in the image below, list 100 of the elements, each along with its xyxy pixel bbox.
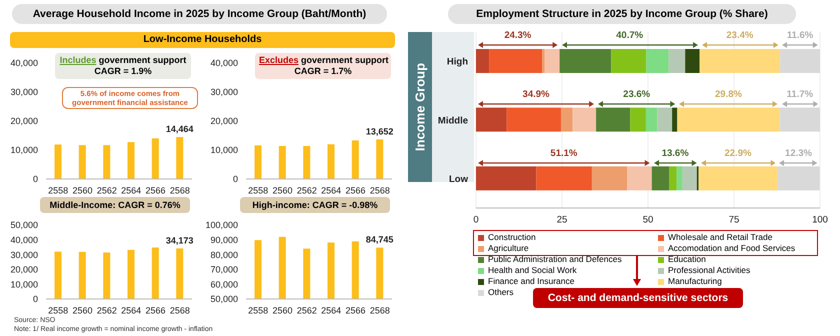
bar (542, 49, 545, 73)
bar (669, 166, 677, 190)
y-tick-label: 20,000 (210, 116, 238, 126)
y-tick-label: High (446, 56, 468, 68)
x-tick-label: 2568 (370, 305, 390, 316)
bar (676, 166, 682, 190)
bar (560, 108, 573, 132)
bar (657, 108, 672, 132)
annotation: 22.9% (723, 148, 752, 159)
bar (103, 145, 110, 179)
x-tick-label: 2564 (321, 305, 342, 316)
x-tick-label: 75 (728, 214, 740, 226)
legend-label: Finance and Insurance (487, 276, 576, 287)
y-tick-label: 40,000 (210, 58, 238, 68)
y-tick-label: 40,000 (10, 234, 38, 245)
annotation: Excludes government support CAGR = 1.7% (255, 53, 391, 79)
y-tick-label: 20,000 (10, 116, 38, 126)
legend-label: Health and Social Work (487, 265, 578, 276)
y-tick-label: 70,000 (210, 264, 238, 275)
annotation: 11.7% (786, 89, 814, 100)
bar (476, 49, 490, 73)
y-tick-label: Middle (438, 115, 468, 126)
y-tick-label: 10,000 (10, 279, 38, 290)
bar (630, 108, 646, 132)
annotation: 23.4% (725, 30, 754, 42)
x-tick-label: 2562 (96, 185, 117, 196)
y-tick-label: 100,000 (205, 220, 238, 230)
chart-title: Average Household Income in 2025 by Income Group (Baht/Month) (12, 4, 387, 24)
bar (592, 166, 628, 190)
y-tick-label: 80,000 (210, 250, 238, 260)
legend-label: Manufacturing (667, 276, 723, 287)
y-tick-label: 50,000 (210, 294, 238, 304)
bar (476, 108, 507, 132)
x-tick-label: 100 (812, 214, 828, 226)
chart-title: Middle-Income: CAGR = 0.76% (40, 197, 190, 213)
data-label: 34,173 (166, 235, 194, 246)
bar (544, 49, 560, 73)
y-tick-label: 40,000 (10, 58, 38, 68)
annotation: Includes government support CAGR = 1.9% (55, 53, 191, 79)
bar (668, 49, 686, 73)
legend-label: Agriculture (487, 243, 530, 254)
x-tick-label: 2560 (272, 185, 293, 196)
data-label: 84,745 (366, 234, 394, 245)
x-tick-label: 2562 (296, 305, 317, 316)
legend-label: Public Administration and Defences (487, 254, 623, 265)
x-tick-label: 2566 (345, 305, 366, 316)
x-tick-label: 2568 (170, 305, 190, 316)
bar (54, 144, 62, 179)
bar (376, 139, 384, 179)
x-tick-label: 2568 (170, 185, 190, 196)
bar (78, 145, 86, 179)
y-axis-title: Income Group (412, 62, 428, 152)
x-tick-label: 2558 (48, 305, 68, 316)
x-tick-label: 2566 (145, 185, 166, 196)
y-tick-label: 10,000 (210, 145, 238, 156)
y-tick-label: 0 (32, 174, 38, 184)
chart-title: Employment Structure in 2025 by Income Group (% Share) (448, 4, 796, 24)
text: Cost- and demand-sensitive sectors (533, 288, 743, 308)
bar (176, 137, 184, 179)
bar (611, 49, 646, 73)
x-tick-label: 0 (473, 214, 479, 226)
legend-label: Wholesale and Retail Trade (667, 232, 774, 243)
annotation: 34.9% (522, 89, 550, 100)
annotation: 24.3% (503, 30, 532, 42)
legend-label: Accomodation and Food Services (667, 243, 796, 254)
x-tick-label: 2562 (296, 185, 317, 196)
x-tick-label: 2560 (72, 305, 93, 316)
legend-label: Construction (487, 232, 537, 243)
bar (672, 108, 678, 132)
data-label: 13,652 (366, 126, 394, 136)
bar (646, 49, 669, 73)
x-tick-label: 2566 (345, 185, 366, 196)
bar (685, 49, 700, 73)
legend-label: Education (667, 254, 707, 265)
x-tick-label: 25 (556, 214, 568, 226)
x-tick-label: 2562 (96, 305, 117, 316)
annotation: 12.3% (784, 148, 813, 159)
annotation: 51.1% (549, 148, 578, 159)
x-tick-label: 2564 (121, 185, 142, 196)
y-tick-label: 10,000 (10, 145, 38, 156)
x-tick-label: 2560 (272, 305, 293, 316)
bar (303, 146, 310, 179)
y-tick-label: 60,000 (210, 279, 238, 290)
bar (572, 108, 596, 132)
x-tick-label: 2558 (248, 185, 268, 196)
legend-label: Others (488, 287, 514, 297)
x-tick-label: 2558 (48, 185, 68, 196)
bar (254, 145, 262, 179)
annotation: 11.6% (786, 30, 814, 42)
annotation: 13.6% (660, 148, 690, 159)
annotation: 29.8% (714, 89, 743, 100)
x-tick-label: 2558 (248, 305, 268, 316)
x-tick-label: 2564 (321, 185, 342, 196)
x-tick-label: 2568 (370, 185, 390, 196)
bar (646, 108, 658, 132)
y-tick-label: Low (449, 174, 469, 186)
y-tick-label: 0 (32, 294, 38, 304)
bar (536, 166, 592, 190)
chart-title: High-income: CAGR = -0.98% (240, 197, 390, 213)
y-tick-label: 20,000 (10, 264, 38, 275)
